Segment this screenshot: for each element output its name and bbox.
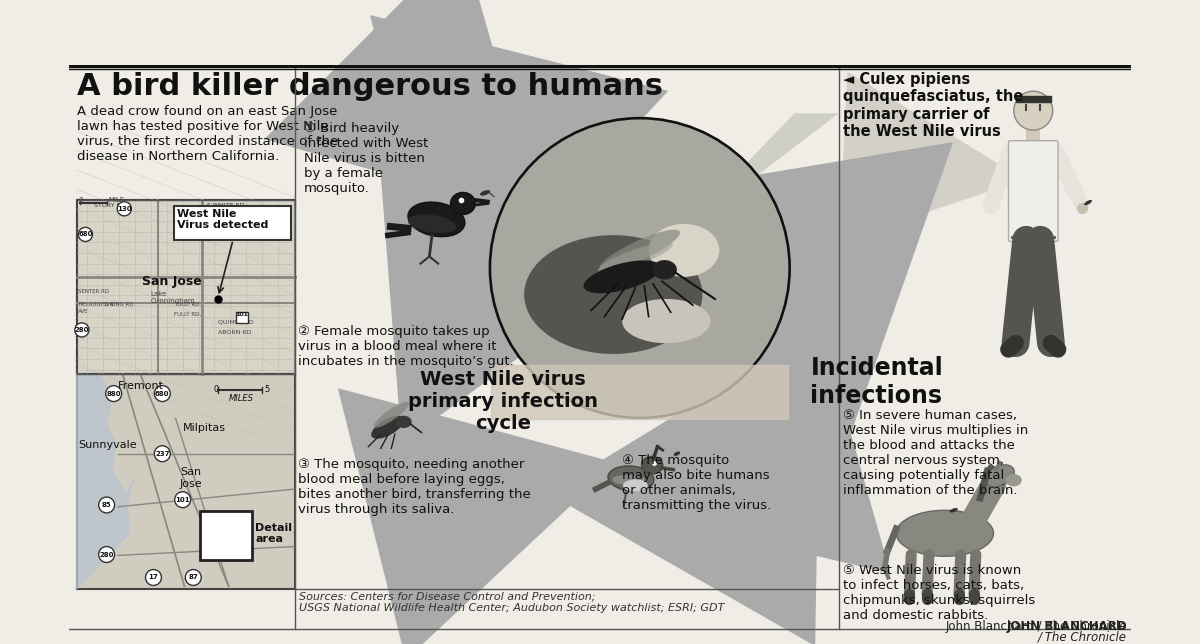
Bar [200, 511, 252, 560]
Bar [77, 200, 295, 374]
Text: TULLY RD.: TULLY RD. [174, 301, 202, 307]
Text: ① Bird heavily
infected with West
Nile virus is bitten
by a female
mosquito.: ① Bird heavily infected with West Nile v… [304, 122, 428, 195]
Text: Incidental
infections: Incidental infections [810, 356, 943, 408]
Text: West Nile
Virus detected: West Nile Virus detected [178, 209, 269, 231]
Text: ② Female mosquito takes up
virus in a blood meal where it
incubates in the mosqu: ② Female mosquito takes up virus in a bl… [298, 325, 514, 368]
Ellipse shape [371, 415, 404, 439]
Text: 85: 85 [102, 502, 112, 508]
Text: STORY RD.: STORY RD. [95, 204, 128, 209]
Ellipse shape [622, 299, 710, 343]
Text: 17: 17 [149, 574, 158, 580]
Ellipse shape [524, 235, 702, 354]
Polygon shape [671, 113, 839, 242]
Text: Sources: Centers for Disease Control and Prevention;
USGS National Wildlife Heal: Sources: Centers for Disease Control and… [299, 592, 725, 613]
Text: 130: 130 [116, 206, 132, 212]
Circle shape [155, 446, 170, 462]
Ellipse shape [598, 242, 673, 273]
Text: MILE: MILE [108, 196, 125, 203]
Circle shape [106, 386, 121, 402]
Circle shape [1014, 91, 1052, 130]
Text: 0: 0 [214, 384, 218, 393]
Text: FULLY RD.: FULLY RD. [174, 312, 200, 317]
Circle shape [98, 547, 114, 562]
Text: AVE: AVE [78, 308, 89, 314]
Text: JOHN BLANCHARD: JOHN BLANCHARD [1007, 620, 1127, 633]
Text: ④ The mosquito
may also bite humans
or other animals,
transmitting the virus.: ④ The mosquito may also bite humans or o… [622, 454, 772, 512]
FancyBboxPatch shape [1008, 140, 1058, 242]
Text: West Nile virus
primary infection
cycle: West Nile virus primary infection cycle [408, 370, 598, 433]
Ellipse shape [612, 475, 646, 486]
Text: Fremont: Fremont [118, 381, 164, 391]
Circle shape [185, 569, 202, 585]
Polygon shape [839, 71, 1025, 242]
Ellipse shape [652, 260, 677, 279]
Text: 280: 280 [74, 327, 89, 333]
Ellipse shape [396, 415, 412, 428]
Circle shape [78, 227, 92, 242]
Text: MILES: MILES [229, 395, 253, 403]
Text: Detail
area: Detail area [256, 523, 292, 544]
Circle shape [118, 202, 131, 216]
Text: McLAUGHLIN: McLAUGHLIN [78, 301, 114, 307]
Circle shape [155, 386, 170, 402]
Text: John Blanchard / The Chronicle: John Blanchard / The Chronicle [946, 620, 1127, 633]
Text: 680: 680 [78, 231, 92, 238]
Text: Milpitas: Milpitas [182, 422, 226, 433]
Polygon shape [77, 374, 133, 589]
Ellipse shape [949, 508, 958, 513]
Text: ABORN RD.: ABORN RD. [218, 330, 253, 335]
Ellipse shape [600, 230, 680, 271]
Ellipse shape [623, 479, 648, 492]
Text: S KING RD.: S KING RD. [104, 301, 136, 307]
Text: Sunnyvale: Sunnyvale [78, 440, 137, 450]
Text: ③ The mosquito, needing another
blood meal before laying eggs,
bites another bir: ③ The mosquito, needing another blood me… [298, 458, 530, 516]
Text: 87: 87 [188, 574, 198, 580]
Text: ◄ Culex pipiens
quinquefasciatus, the
primary carrier of
the West Nile virus: ◄ Culex pipiens quinquefasciatus, the pr… [844, 71, 1024, 139]
Ellipse shape [985, 465, 1014, 487]
Bar [235, 312, 248, 323]
Ellipse shape [583, 260, 661, 293]
Ellipse shape [408, 214, 456, 233]
Ellipse shape [896, 510, 994, 556]
Ellipse shape [450, 193, 475, 214]
Text: 680: 680 [155, 390, 169, 397]
Circle shape [488, 117, 791, 419]
Bar [77, 200, 295, 374]
Text: ⑤ In severe human cases,
West Nile virus multiplies in
the blood and attacks the: ⑤ In severe human cases, West Nile virus… [844, 410, 1028, 498]
Ellipse shape [608, 466, 654, 491]
Text: 0: 0 [78, 196, 83, 203]
Text: S WHITE RD.: S WHITE RD. [206, 203, 246, 207]
Circle shape [98, 497, 114, 513]
Ellipse shape [1006, 474, 1021, 486]
Text: A dead crow found on an east San Jose
lawn has tested positive for West Nile
vir: A dead crow found on an east San Jose la… [77, 106, 338, 164]
Circle shape [175, 492, 191, 507]
Text: SENTER RD: SENTER RD [78, 289, 109, 294]
Circle shape [491, 120, 788, 417]
Text: / The Chronicle: / The Chronicle [1038, 630, 1127, 643]
Text: 280: 280 [100, 551, 114, 558]
Bar [174, 206, 290, 240]
Ellipse shape [642, 457, 662, 474]
Text: Lake
Cunningham: Lake Cunningham [151, 291, 196, 304]
Text: 101: 101 [235, 312, 248, 317]
Text: San
Jose: San Jose [180, 467, 203, 489]
Circle shape [145, 569, 162, 585]
Ellipse shape [373, 402, 409, 428]
Ellipse shape [408, 202, 464, 237]
Ellipse shape [649, 224, 719, 277]
Text: ⑤ West Nile virus is known
to infect horses, cats, bats,
chipmunks, skunks, squi: ⑤ West Nile virus is known to infect hor… [844, 564, 1036, 622]
Ellipse shape [1084, 200, 1092, 205]
Ellipse shape [480, 190, 490, 196]
Text: QUIMBY RD: QUIMBY RD [218, 319, 253, 325]
Text: San Jose: San Jose [142, 275, 202, 288]
Text: 880: 880 [107, 390, 121, 397]
Circle shape [74, 323, 89, 337]
Ellipse shape [673, 451, 680, 456]
Text: 5: 5 [264, 384, 269, 393]
Text: 101: 101 [175, 497, 190, 503]
Text: A bird killer dangerous to humans: A bird killer dangerous to humans [77, 71, 662, 100]
Text: 237: 237 [155, 451, 169, 457]
Bar [77, 374, 295, 589]
